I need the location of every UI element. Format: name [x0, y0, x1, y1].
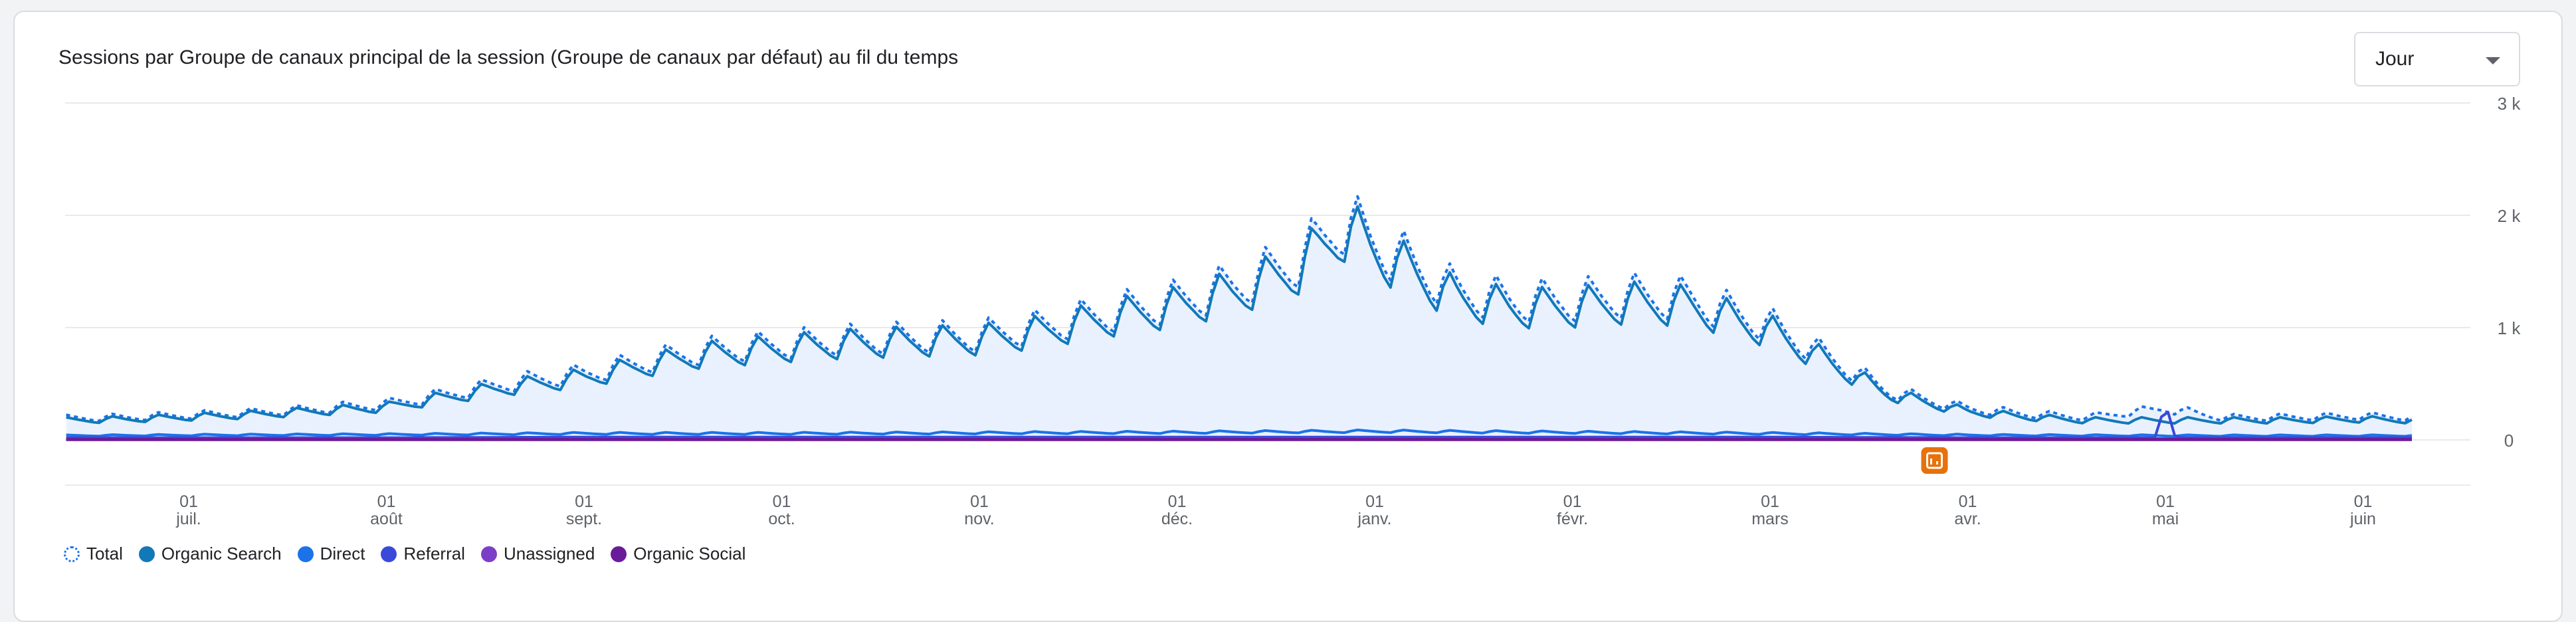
x-tick-month: déc.	[1161, 510, 1193, 528]
legend-dot-icon	[381, 546, 397, 562]
y-axis-ticks: 0 1 k 2 k 3 k	[2498, 94, 2522, 451]
line-chart: 01 k2 k3 k 01juil.01août01sept.01oct.01n…	[65, 94, 2522, 528]
granularity-value: Jour	[2375, 48, 2415, 70]
x-tick-month: avr.	[1954, 510, 1981, 528]
legend-item[interactable]: Total	[64, 544, 123, 564]
total-area-fill	[66, 196, 2413, 440]
x-tick-month: août	[370, 510, 403, 528]
legend-label: Organic Social	[633, 544, 746, 564]
x-tick-day: 01	[575, 492, 593, 511]
granularity-dropdown[interactable]: Jour	[2354, 32, 2520, 86]
legend-label: Unassigned	[503, 544, 595, 564]
x-tick-month: mars	[1751, 510, 1789, 528]
x-tick-day: 01	[773, 492, 791, 511]
x-tick-month: mai	[2152, 510, 2179, 528]
legend-label: Total	[86, 544, 123, 564]
legend-dot-icon	[480, 546, 497, 562]
y-tick-label: 2 k	[2498, 206, 2522, 226]
total-area	[66, 196, 2413, 440]
chevron-down-icon	[2486, 57, 2500, 64]
legend-item[interactable]: Organic Search	[138, 544, 282, 564]
chart-title: Sessions par Groupe de canaux principal …	[58, 47, 959, 68]
legend-item[interactable]: Direct	[297, 544, 365, 564]
x-tick-month: févr.	[1557, 510, 1588, 528]
x-tick-day: 01	[179, 492, 198, 511]
legend-item[interactable]: Unassigned	[480, 544, 595, 564]
legend-label: Referral	[403, 544, 465, 564]
x-tick-day: 01	[2354, 492, 2373, 511]
legend-item[interactable]: Referral	[381, 544, 465, 564]
y-tick-label: 1 k	[2498, 318, 2522, 338]
annotation-marker[interactable]	[1921, 447, 1948, 474]
x-tick-day: 01	[1959, 492, 1977, 511]
x-tick-month: nov.	[964, 510, 994, 528]
x-tick-day: 01	[1761, 492, 1779, 511]
legend-label: Organic Search	[161, 544, 282, 564]
x-tick-day: 01	[1365, 492, 1384, 511]
note-icon	[1921, 447, 1948, 474]
chart-legend: Total Organic Search Direct Referral Unassig…	[64, 544, 761, 564]
legend-dot-icon	[297, 546, 314, 562]
series-lines	[66, 195, 2413, 441]
x-tick-month: janv.	[1357, 510, 1392, 528]
y-tick-label: 0	[2504, 431, 2514, 451]
legend-item[interactable]: Organic Social	[611, 544, 745, 564]
x-tick-day: 01	[1563, 492, 1582, 511]
series-line-organic-search	[66, 205, 2413, 425]
legend-dot-icon	[138, 546, 155, 562]
x-axis-ticks: 01juil.01août01sept.01oct.01nov.01déc.01…	[175, 492, 2376, 528]
y-tick-label: 3 k	[2498, 94, 2522, 114]
x-tick-day: 01	[2156, 492, 2175, 511]
x-tick-month: sept.	[566, 510, 602, 528]
legend-dot-icon	[611, 546, 627, 562]
x-tick-month: juin	[2349, 510, 2376, 528]
x-tick-day: 01	[1168, 492, 1187, 511]
x-tick-month: juil.	[175, 510, 201, 528]
legend-dot-icon	[64, 546, 80, 562]
x-tick-month: oct.	[768, 510, 795, 528]
x-tick-day: 01	[377, 492, 396, 511]
x-tick-day: 01	[970, 492, 989, 511]
legend-label: Direct	[320, 544, 365, 564]
series-line-direct	[66, 429, 2413, 438]
